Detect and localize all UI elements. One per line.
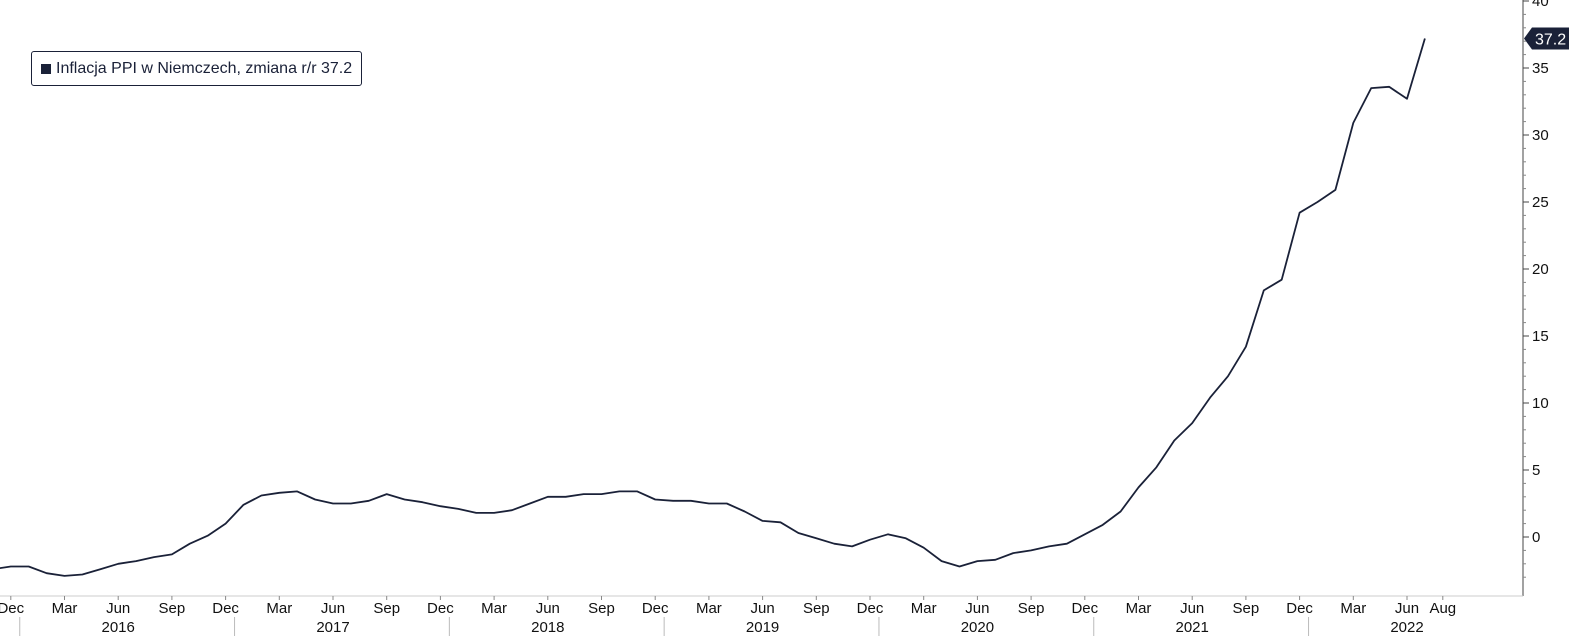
- y-tick-label: 5: [1532, 462, 1540, 479]
- x-tick-label: Mar: [1340, 600, 1366, 617]
- x-tick-label: Aug: [1429, 600, 1456, 617]
- legend: Inflacja PPI w Niemczech, zmiana r/r 37.…: [31, 51, 363, 86]
- x-axis: Dec Mar Jun Sep Dec Mar Jun Sep Dec Mar Jun Sep Dec M…: [0, 595, 1523, 636]
- year-label: 2021: [1176, 619, 1209, 636]
- x-tick-label: Dec: [1286, 600, 1313, 617]
- x-tick-label: Dec: [642, 600, 669, 617]
- legend-label: Inflacja PPI w Niemczech, zmiana r/r 37.…: [56, 59, 353, 77]
- x-tick-label: Sep: [803, 600, 830, 617]
- y-tick-label: 35: [1532, 60, 1549, 77]
- y-tick-label: 20: [1532, 261, 1549, 278]
- y-tick-label: 30: [1532, 127, 1549, 144]
- x-tick-label: Mar: [266, 600, 292, 617]
- x-tick-label: Dec: [1071, 600, 1098, 617]
- x-tick-label: Dec: [0, 600, 25, 617]
- year-label: 2017: [316, 619, 349, 636]
- x-tick-label: Dec: [212, 600, 239, 617]
- year-label: 2016: [102, 619, 135, 636]
- x-tick-label: Sep: [588, 600, 615, 617]
- y-tick-label: 10: [1532, 395, 1549, 412]
- x-tick-label: Mar: [52, 600, 78, 617]
- series-group: [0, 38, 1426, 577]
- x-tick-label: Jun: [965, 600, 989, 617]
- year-label: 2019: [746, 619, 779, 636]
- last-value-label: 37.2: [1535, 32, 1566, 49]
- x-tick-label: Sep: [373, 600, 400, 617]
- last-value-marker: 37.2: [1524, 27, 1569, 50]
- x-tick-label: Jun: [536, 600, 560, 617]
- x-tick-label: Mar: [911, 600, 937, 617]
- x-tick-label: Dec: [427, 600, 454, 617]
- y-tick-label: 15: [1532, 328, 1549, 345]
- last-value-tag: [1524, 27, 1569, 50]
- x-tick-label: Jun: [1180, 600, 1204, 617]
- year-label: 2018: [531, 619, 564, 636]
- series-line: [0, 38, 1426, 577]
- x-tick-label: Mar: [481, 600, 507, 617]
- x-tick-label: Sep: [159, 600, 186, 617]
- y-tick-label: 0: [1532, 529, 1540, 546]
- x-tick-label: Mar: [1126, 600, 1152, 617]
- x-tick-label: Jun: [106, 600, 130, 617]
- x-tick-label: Jun: [1395, 600, 1419, 617]
- x-tick-label: Sep: [1233, 600, 1260, 617]
- year-label: 2022: [1390, 619, 1423, 636]
- legend-swatch: [41, 63, 51, 74]
- x-tick-label: Jun: [751, 600, 775, 617]
- x-tick-label: Mar: [696, 600, 722, 617]
- y-axis: 0 5 10 15 20 25 30 35 40: [1522, 0, 1549, 596]
- x-tick-label: Jun: [321, 600, 345, 617]
- y-tick-label: 40: [1532, 0, 1549, 10]
- y-tick-label: 25: [1532, 194, 1549, 211]
- x-tick-label: Sep: [1018, 600, 1045, 617]
- year-label: 2020: [961, 619, 994, 636]
- x-tick-label: Dec: [857, 600, 884, 617]
